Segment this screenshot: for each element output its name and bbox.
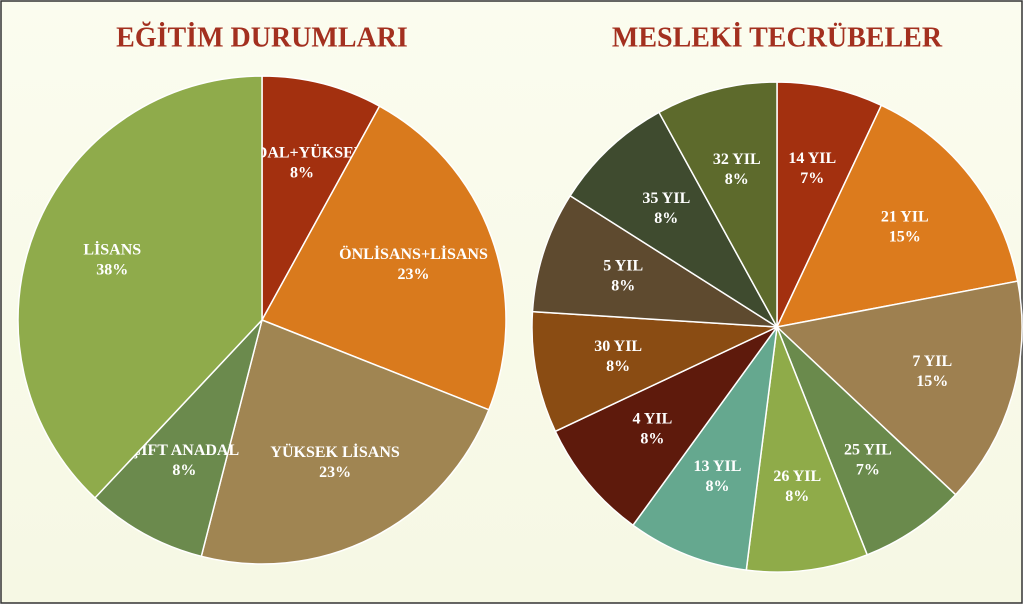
- pie-slice: [93, 319, 263, 558]
- pie-slice: [554, 326, 778, 527]
- slice-label: 21 YIL: [881, 209, 929, 226]
- slice-label: 14 YIL: [788, 150, 836, 167]
- slice-value: 7%: [856, 461, 880, 478]
- pie-slice: [531, 194, 778, 328]
- pie-slice: [260, 105, 507, 411]
- slice-value: 8%: [172, 462, 196, 479]
- pie-slice: [775, 280, 1023, 496]
- slice-label: 32 YIL: [713, 151, 761, 168]
- slice-label: YÜKSEK LİSANS: [270, 442, 399, 461]
- pie-slice: [17, 75, 263, 499]
- slice-label: 13 YIL: [694, 458, 742, 475]
- chart-title: MESLEKİ TECRÜBELER: [612, 22, 943, 53]
- slice-label: 4 YIL: [632, 411, 672, 428]
- slice-value: 38%: [96, 261, 128, 278]
- pie-slice: [531, 310, 778, 433]
- pie-slice: [631, 326, 778, 571]
- pie-slice: [261, 75, 381, 321]
- slice-value: 8%: [290, 165, 314, 182]
- slice-label: 5 YIL: [603, 258, 643, 275]
- slice-value: 23%: [319, 464, 351, 481]
- slice-label: ÇİFT ANADAL: [130, 440, 240, 459]
- slice-label: 26 YIL: [773, 468, 821, 485]
- slice-label: 30 YIL: [594, 338, 642, 355]
- slice-label: 35 YIL: [642, 190, 690, 207]
- pie-slice: [569, 111, 778, 328]
- pie-slice: [776, 81, 883, 328]
- slice-label: ÖNLİSANS+LİSANS: [339, 244, 488, 263]
- slice-value: 7%: [800, 170, 824, 187]
- pie-slice: [745, 326, 869, 573]
- slice-value: 8%: [725, 171, 749, 188]
- slice-label: LİSANS: [83, 239, 141, 258]
- slice-value: 15%: [916, 373, 948, 390]
- slice-value: 8%: [654, 210, 678, 227]
- chart-title: EĞİTİM DURUMLARI: [116, 22, 408, 53]
- slice-label: 25 YIL: [844, 441, 892, 458]
- slice-label: 7 YIL: [912, 353, 952, 370]
- slice-value: 8%: [705, 478, 729, 495]
- slice-value: 8%: [640, 431, 664, 448]
- pie-slice: [200, 318, 490, 565]
- slice-value: 8%: [611, 278, 635, 295]
- pie-slice: [657, 81, 778, 328]
- slice-value: 8%: [606, 358, 630, 375]
- slice-value: 15%: [889, 229, 921, 246]
- pie-slice: [776, 326, 957, 556]
- slice-value: 23%: [398, 266, 430, 283]
- pie-slice: [775, 104, 1019, 329]
- slice-value: 8%: [785, 488, 809, 505]
